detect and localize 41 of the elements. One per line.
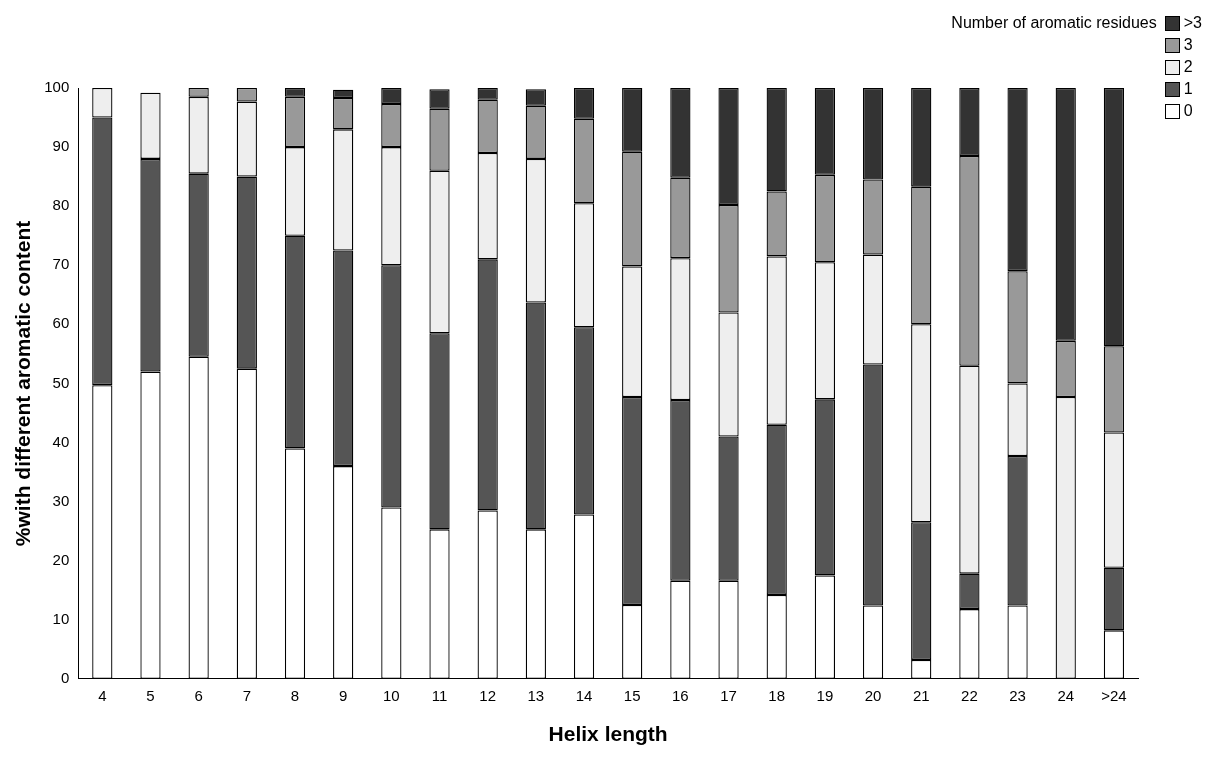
y-tick-label: 90 — [52, 137, 70, 155]
x-tick-label: 14 — [575, 686, 593, 704]
x-tick-label: 16 — [672, 686, 689, 704]
x-tick-label: 23 — [1009, 686, 1026, 704]
x-tick-label: 22 — [961, 686, 978, 704]
legend-label: 2 — [1183, 58, 1193, 76]
x-tick-label: 6 — [194, 686, 203, 704]
legend-label: 1 — [1183, 80, 1193, 98]
x-tick-label: 7 — [242, 686, 251, 704]
x-tick-label: 24 — [1057, 686, 1075, 704]
x-tick-label: 4 — [98, 686, 107, 704]
x-tick-label: 9 — [339, 686, 348, 704]
y-tick-label: 20 — [52, 550, 70, 568]
legend-label: >3 — [1183, 14, 1202, 32]
y-tick-label: 60 — [52, 314, 70, 332]
y-tick-label: 40 — [52, 432, 70, 450]
legend-title: Number of aromatic residues — [951, 13, 1157, 33]
legend-label: 3 — [1183, 36, 1193, 54]
x-tick-label: 17 — [720, 686, 737, 704]
x-tick-label: 12 — [479, 686, 497, 704]
y-tick-label: 50 — [52, 373, 70, 391]
y-tick-label: 0 — [60, 668, 70, 686]
x-tick-label: 8 — [290, 686, 300, 704]
x-tick-label: 10 — [383, 686, 400, 704]
x-axis-title: Helix length — [548, 722, 668, 746]
x-tick-label: 19 — [816, 686, 834, 704]
x-tick-label: 11 — [431, 686, 448, 704]
x-tick-label: 21 — [912, 686, 930, 704]
y-tick-label: 30 — [52, 491, 70, 509]
y-tick-label: 80 — [52, 196, 70, 214]
x-tick-label: >24 — [1101, 686, 1127, 704]
y-tick-label: 10 — [52, 609, 70, 627]
text: 0 — [1183, 102, 1193, 120]
y-tick-label: 70 — [52, 255, 70, 273]
x-tick-label: 18 — [768, 686, 786, 704]
x-tick-label: 15 — [623, 686, 641, 704]
x-tick-label: 5 — [146, 686, 155, 704]
x-tick-label: 20 — [864, 686, 882, 704]
x-tick-label: 13 — [527, 686, 545, 704]
y-axis-title: %with different aromatic content — [11, 220, 35, 547]
y-tick-label: 100 — [44, 78, 70, 96]
